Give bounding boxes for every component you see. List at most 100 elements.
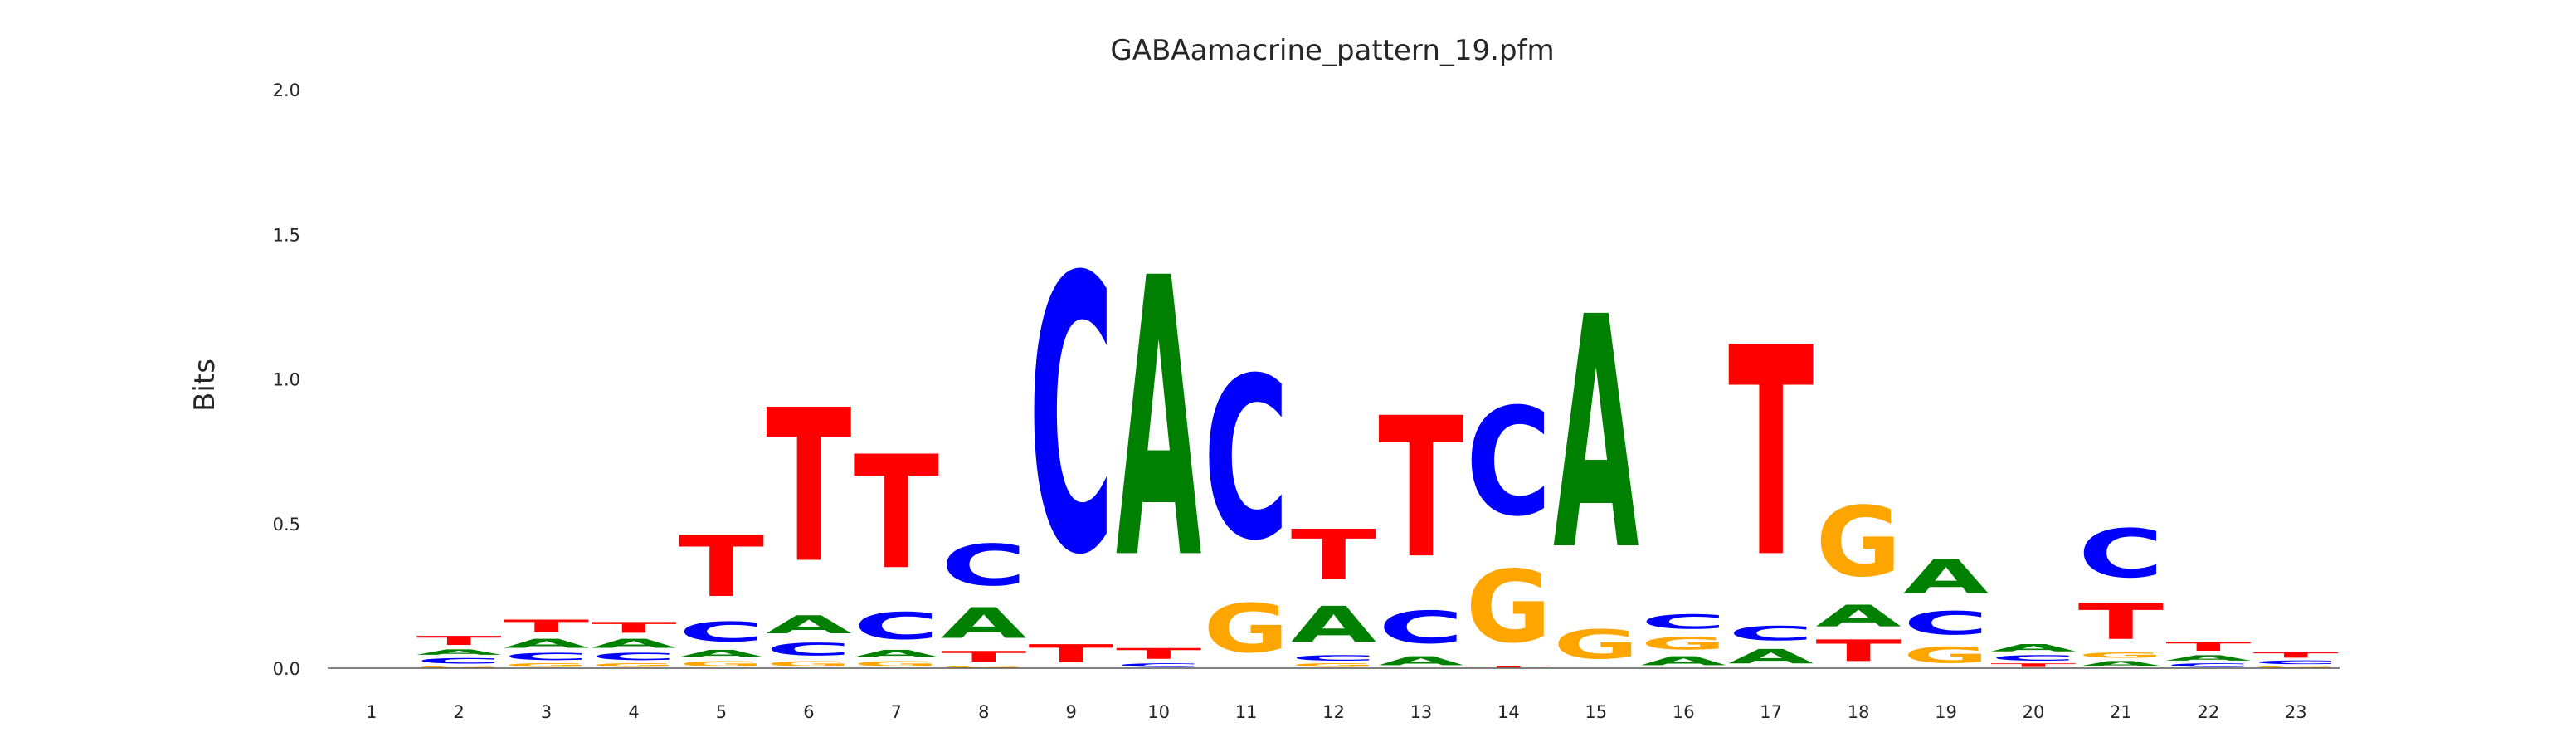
x-tick-label: 23 (2285, 702, 2307, 722)
x-tick-label: 18 (1848, 702, 1870, 722)
logo-letter-G: G (591, 662, 676, 668)
logo-letter-T: T (2165, 639, 2251, 653)
x-axis-ticks: 1 2 3 4 5 6 7 8 9 10 11 12 13 14 15 16 17 18 19 20 21 22 23 (366, 702, 2307, 722)
logo-letter-A: A (416, 648, 501, 657)
logo-column-9: TC (1029, 198, 1114, 668)
logo-letter-T: T (766, 365, 851, 610)
logo-letter-T: T (1815, 633, 1901, 668)
logo-letter-T: T (854, 424, 939, 605)
logo-letter-A: A (2165, 654, 2251, 662)
logo-letter-A: A (1728, 645, 1814, 668)
logo-letter-A: A (504, 637, 590, 651)
y-tick-label: 0.5 (273, 515, 300, 535)
logo-column-11: GC (1203, 331, 1288, 668)
logo-letter-C: C (1728, 622, 1814, 645)
x-tick-label: 3 (541, 702, 552, 722)
logo-letter-C: C (1378, 602, 1463, 653)
logo-letter-A: A (941, 598, 1026, 647)
logo-letter-A: A (1990, 642, 2076, 654)
logo-letter-A: A (1903, 550, 1989, 605)
logo-letter-A: A (1641, 654, 1727, 668)
logo-letter-G: G (1815, 486, 1901, 598)
x-tick-label: 15 (1585, 702, 1607, 722)
logo-letter-C: C (1641, 610, 1726, 633)
logo-letter-T: T (1378, 378, 1463, 602)
logo-letter-C: C (1116, 662, 1201, 668)
y-tick-label: 0.0 (273, 659, 300, 679)
logo-letter-C: C (1029, 198, 1114, 638)
logo-letter-G: G (854, 660, 939, 668)
logo-column-17: ACT (1728, 286, 1814, 668)
logo-letter-T: T (2253, 651, 2339, 659)
logo-letter-T: T (941, 648, 1026, 666)
logo-letter-G: G (679, 660, 764, 668)
logo-letter-G: G (1466, 549, 1551, 665)
y-tick-label: 1.5 (273, 225, 300, 245)
logo-letter-A: A (1815, 599, 1902, 634)
logo-letter-T: T (1116, 645, 1201, 662)
logo-letter-C: C (416, 657, 501, 665)
logo-letter-T: T (1990, 662, 2076, 668)
logo-letter-C: C (504, 651, 589, 662)
logo-letter-A: A (591, 637, 677, 651)
x-tick-label: 1 (366, 702, 377, 722)
x-tick-label: 20 (2023, 702, 2045, 722)
logo-letter-G: G (1903, 642, 1989, 668)
logo-letter-C: C (1203, 331, 1288, 590)
logo-column-13: ACT (1378, 378, 1464, 668)
y-tick-label: 2.0 (273, 81, 300, 100)
logo-letter-A: A (854, 648, 939, 660)
y-tick-label: 1.0 (273, 370, 300, 390)
logo-letter-T: T (1728, 286, 1814, 621)
logo-letter-C: C (2253, 660, 2339, 666)
logo-letter-T: T (504, 617, 590, 637)
logo-column-18: TAG (1815, 486, 1902, 668)
x-tick-label: 22 (2197, 702, 2219, 722)
logo-column-23: GCT (2253, 651, 2339, 668)
logo-letter-C: C (766, 639, 851, 659)
y-axis-label: Bits (188, 359, 222, 412)
x-tick-label: 5 (716, 702, 727, 722)
logo-letter-C: C (1990, 654, 2076, 662)
x-tick-label: 16 (1673, 702, 1695, 722)
x-tick-label: 19 (1935, 702, 1957, 722)
logo-letter-G: G (416, 666, 501, 668)
x-tick-label: 21 (2110, 702, 2132, 722)
logo-column-10: CTA (1116, 199, 1202, 668)
x-tick-label: 11 (1235, 702, 1258, 722)
logo-letter-C: C (1466, 377, 1551, 549)
chart-title: GABAamacrine_pattern_19.pfm (1110, 34, 1554, 67)
logo-letter-G: G (2253, 666, 2339, 668)
logo-letter-A: A (2078, 660, 2164, 668)
x-tick-label: 6 (803, 702, 814, 722)
logo-letter-G: G (766, 660, 851, 668)
x-tick-label: 14 (1497, 702, 1520, 722)
logo-letter-G: G (1203, 590, 1288, 668)
logo-letter-A: A (1378, 654, 1464, 668)
logo-letter-T: T (2078, 593, 2164, 651)
logo-letter-C: C (2078, 515, 2164, 593)
logo-letter-T: T (1466, 666, 1551, 668)
logo-letter-G: G (1553, 622, 1639, 668)
logo-letter-C: C (941, 533, 1026, 599)
x-tick-label: 7 (891, 702, 902, 722)
logo-letter-T: T (1291, 515, 1376, 596)
logo-letter-G: G (941, 666, 1026, 668)
x-tick-label: 13 (1410, 702, 1433, 722)
logo-letter-A: A (1291, 597, 1376, 654)
x-tick-label: 4 (628, 702, 639, 722)
logo-letter-C: C (1903, 605, 1989, 642)
logo-letter-G: G (1641, 633, 1726, 653)
logo-letter-C: C (1291, 654, 1376, 662)
logo-column-22: CAT (2165, 639, 2251, 668)
y-axis-ticks: 0.0 0.5 1.0 1.5 2.0 (273, 81, 300, 679)
